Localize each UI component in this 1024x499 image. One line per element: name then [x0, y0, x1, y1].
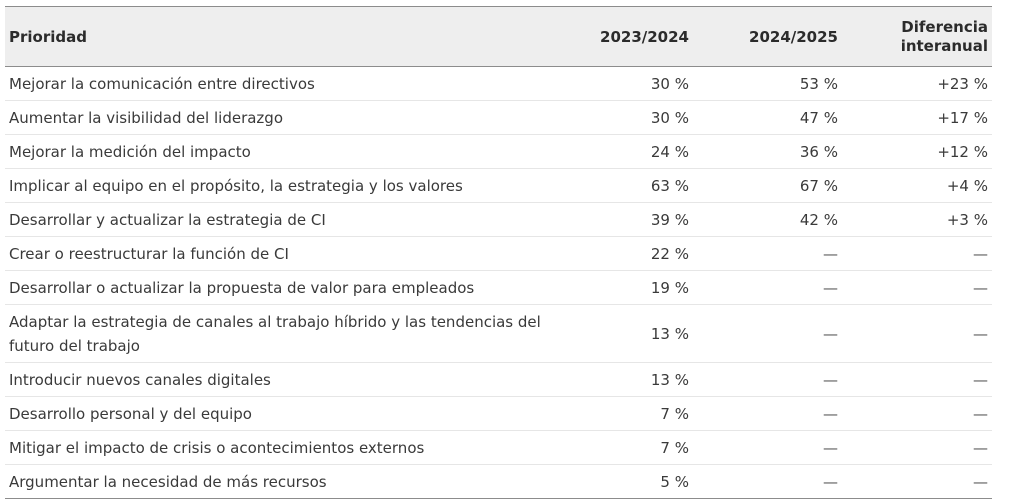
cell-2023-2024: 7 % — [660, 438, 689, 457]
cell-priority: Aumentar la visibilidad del liderazgo — [9, 108, 284, 127]
cell-2023-2024: 19 % — [650, 278, 689, 297]
cell-2023-2024: 30 % — [650, 108, 689, 127]
cell-priority: Implicar al equipo en el propósito, la e… — [9, 176, 463, 195]
cell-2023-2024: 13 % — [650, 370, 689, 389]
cell-2023-2024: 30 % — [650, 74, 689, 93]
cell-2023-2024: 5 % — [660, 472, 689, 491]
cell-priority: Desarrollar o actualizar la propuesta de… — [9, 278, 475, 297]
cell-2024-2025: 47 % — [799, 108, 838, 127]
cell-priority: Crear o reestructurar la función de CI — [9, 244, 289, 263]
cell-difference: +23 % — [937, 74, 988, 93]
cell-2023-2024: 39 % — [650, 210, 689, 229]
table-row: Aumentar la visibilidad del liderazgo 30… — [5, 101, 992, 135]
cell-2024-2025: 42 % — [799, 210, 838, 229]
cell-2023-2024: 7 % — [660, 404, 689, 423]
cell-2024-2025: — — [823, 472, 838, 491]
cell-2024-2025: 67 % — [799, 176, 838, 195]
table-row: Mejorar la medición del impacto 24 % 36 … — [5, 135, 992, 169]
cell-2024-2025: 36 % — [799, 142, 838, 161]
cell-difference: +4 % — [946, 176, 988, 195]
cell-2023-2024: 63 % — [650, 176, 689, 195]
cell-2023-2024: 13 % — [650, 324, 689, 343]
table-row: Desarrollar y actualizar la estrategia d… — [5, 203, 992, 237]
header-2024-2025: 2024/2025 — [749, 27, 838, 46]
table-header: Prioridad 2023/2024 2024/2025 Diferencia… — [5, 6, 992, 67]
table-row: Desarrollar o actualizar la propuesta de… — [5, 271, 992, 305]
cell-priority: Desarrollar y actualizar la estrategia d… — [9, 210, 326, 229]
priorities-table: Prioridad 2023/2024 2024/2025 Diferencia… — [5, 6, 992, 499]
header-priority: Prioridad — [9, 27, 87, 46]
table-row: Introducir nuevos canales digitales 13 %… — [5, 363, 992, 397]
cell-difference: — — [973, 324, 988, 343]
table-row: Crear o reestructurar la función de CI 2… — [5, 237, 992, 271]
table-row: Argumentar la necesidad de más recursos … — [5, 465, 992, 499]
cell-2024-2025: 53 % — [799, 74, 838, 93]
cell-difference: — — [973, 370, 988, 389]
table-body: Mejorar la comunicación entre directivos… — [5, 67, 992, 499]
cell-difference: — — [973, 244, 988, 263]
header-diff-line-1: Diferencia — [901, 17, 988, 36]
header-2023-2024: 2023/2024 — [600, 27, 689, 46]
table-row: Desarrollo personal y del equipo 7 % — — — [5, 397, 992, 431]
cell-difference: — — [973, 278, 988, 297]
header-year-over-year-difference: Diferencia interanual — [838, 18, 988, 56]
cell-difference: +12 % — [937, 142, 988, 161]
cell-2024-2025: — — [823, 244, 838, 263]
cell-2024-2025: — — [823, 404, 838, 423]
cell-priority: Mitigar el impacto de crisis o acontecim… — [9, 438, 425, 457]
cell-2024-2025: — — [823, 324, 838, 343]
cell-2024-2025: — — [823, 438, 838, 457]
cell-priority: Desarrollo personal y del equipo — [9, 404, 252, 423]
cell-priority: Adaptar la estrategia de canales al trab… — [9, 312, 541, 355]
table-row: Mitigar el impacto de crisis o acontecim… — [5, 431, 992, 465]
cell-2024-2025: — — [823, 370, 838, 389]
cell-priority: Mejorar la comunicación entre directivos — [9, 74, 315, 93]
cell-difference: — — [973, 472, 988, 491]
cell-priority: Argumentar la necesidad de más recursos — [9, 472, 327, 491]
cell-priority: Mejorar la medición del impacto — [9, 142, 251, 161]
cell-priority: Introducir nuevos canales digitales — [9, 370, 271, 389]
cell-difference: — — [973, 438, 988, 457]
cell-2023-2024: 22 % — [650, 244, 689, 263]
header-diff-line-2: interanual — [900, 36, 988, 55]
cell-difference: +3 % — [946, 210, 988, 229]
table-row: Adaptar la estrategia de canales al trab… — [5, 305, 992, 363]
table-row: Implicar al equipo en el propósito, la e… — [5, 169, 992, 203]
cell-difference: — — [973, 404, 988, 423]
cell-2023-2024: 24 % — [650, 142, 689, 161]
cell-difference: +17 % — [937, 108, 988, 127]
cell-2024-2025: — — [823, 278, 838, 297]
table-row: Mejorar la comunicación entre directivos… — [5, 67, 992, 101]
